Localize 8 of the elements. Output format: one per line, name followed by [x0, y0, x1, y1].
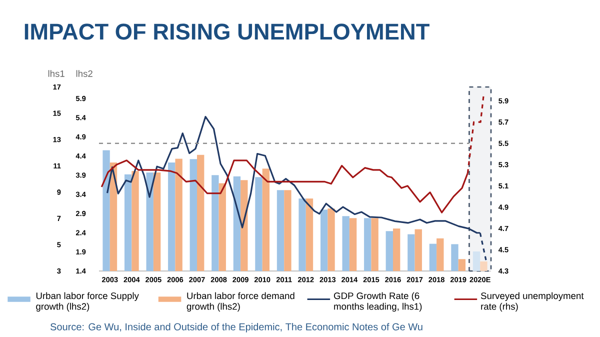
legend-label: Urban labor force demand growth (lhs2) — [186, 292, 294, 312]
source-note: Source: Ge Wu, Inside and Outside of the Epidemic, The Economic Notes of Ge Wu — [50, 323, 422, 332]
y3-axis-title: lhs2 — [76, 70, 92, 77]
y-axis-title: lhs1 — [48, 70, 64, 77]
legend-label: Surveyed unemployment rate (rhs) — [480, 292, 584, 312]
chart-title: IMPACT OF RISING UNEMPLOYMENT — [24, 24, 430, 40]
legend-label: Urban labor force Supply growth (lhs2) — [36, 292, 139, 312]
legend-label: GDP Growth Rate (6 months leading, lhs1) — [334, 292, 422, 312]
